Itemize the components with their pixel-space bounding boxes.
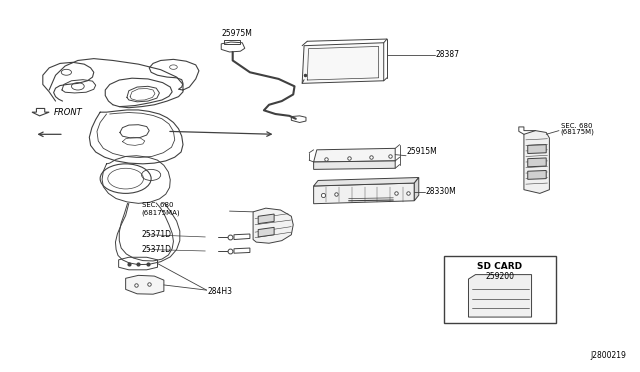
Polygon shape: [528, 158, 546, 167]
Polygon shape: [524, 131, 549, 193]
Text: 25371D: 25371D: [141, 230, 172, 239]
Text: FRONT: FRONT: [54, 108, 83, 117]
Text: (68175MA): (68175MA): [141, 209, 180, 215]
Text: J2800219: J2800219: [590, 351, 626, 360]
Polygon shape: [302, 43, 384, 83]
Polygon shape: [253, 208, 293, 243]
Polygon shape: [528, 170, 546, 179]
Text: SEC. 680: SEC. 680: [141, 202, 173, 208]
Polygon shape: [125, 275, 164, 294]
Text: 25371D: 25371D: [141, 245, 172, 254]
Text: (68175M): (68175M): [561, 129, 595, 135]
Polygon shape: [314, 183, 414, 204]
Polygon shape: [528, 145, 546, 154]
Polygon shape: [314, 177, 419, 186]
Text: 25915M: 25915M: [406, 147, 436, 156]
Polygon shape: [314, 148, 395, 162]
Text: 259200: 259200: [485, 272, 514, 280]
Polygon shape: [468, 275, 532, 317]
Text: 25975M: 25975M: [221, 29, 252, 38]
Polygon shape: [258, 214, 274, 224]
Text: SEC. 680: SEC. 680: [561, 123, 593, 129]
Text: SD CARD: SD CARD: [477, 262, 522, 272]
Polygon shape: [414, 177, 419, 201]
Polygon shape: [314, 161, 395, 169]
Polygon shape: [258, 227, 274, 237]
Text: 28330M: 28330M: [425, 187, 456, 196]
Text: 28387: 28387: [436, 51, 460, 60]
Text: 284H3: 284H3: [208, 287, 233, 296]
